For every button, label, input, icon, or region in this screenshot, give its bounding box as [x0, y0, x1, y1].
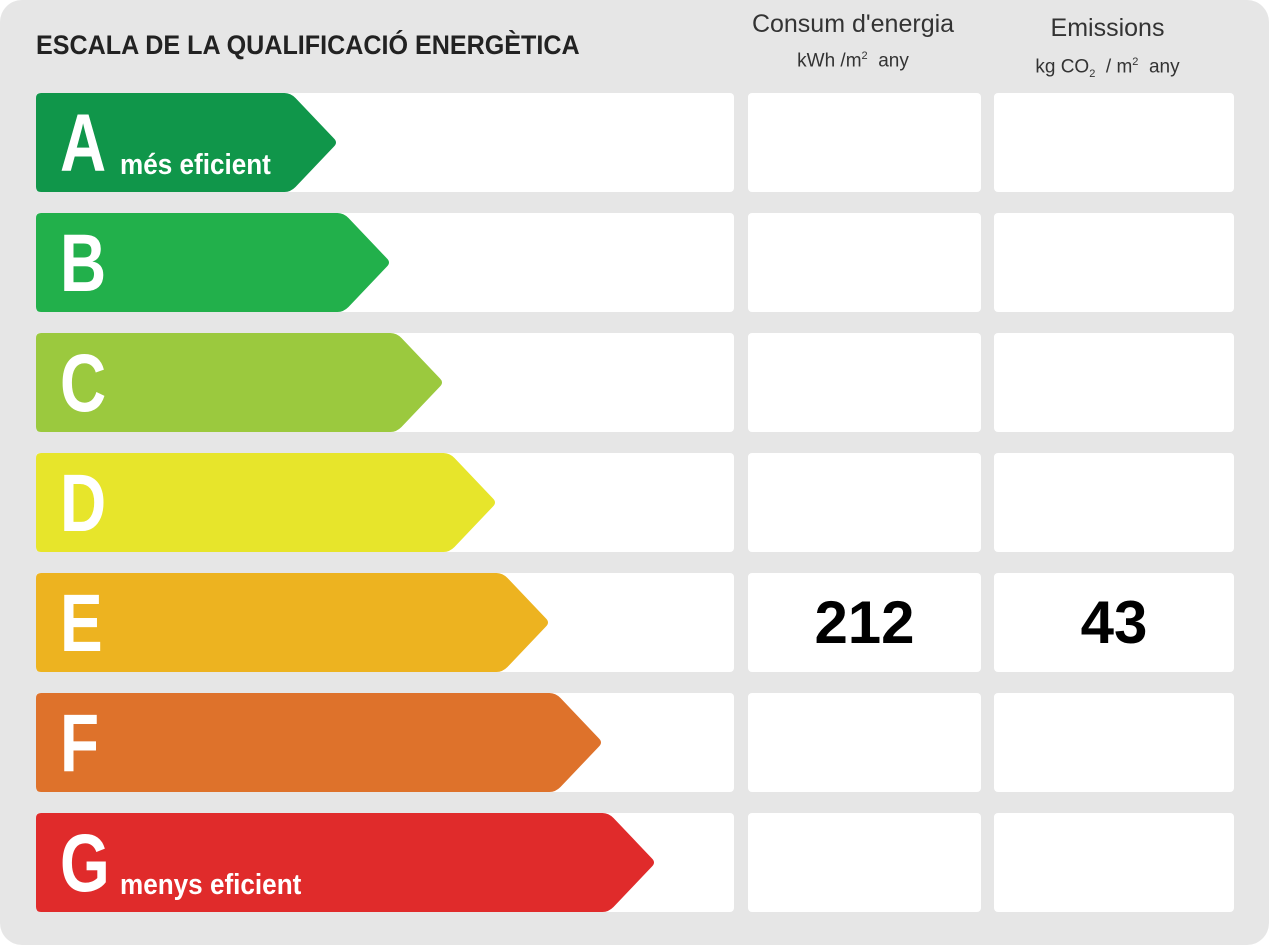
- rating-arrow-g: [36, 813, 654, 912]
- column-header-consum-label: Consum d'energia: [751, 10, 955, 38]
- rating-arrow-c: [36, 333, 442, 432]
- consum-value-cell: [748, 453, 981, 552]
- consum-value-cell: [748, 213, 981, 312]
- consum-value-cell: 212: [748, 573, 981, 672]
- rating-letter: E: [60, 578, 103, 669]
- consum-value-cell: [748, 333, 981, 432]
- rating-arrow-a: [36, 93, 336, 192]
- consum-value-cell: [748, 693, 981, 792]
- rating-arrow-d: [36, 453, 495, 552]
- rating-arrow-e: [36, 573, 548, 672]
- emissions-value-cell: [994, 213, 1234, 312]
- rating-letter: B: [60, 218, 107, 309]
- rating-letter: G: [60, 818, 110, 909]
- column-header-emissions: Emissions kg CO2 / m2 any: [1000, 14, 1215, 86]
- emissions-value-cell: [994, 693, 1234, 792]
- rating-letter: D: [60, 458, 107, 549]
- column-header-consum: Consum d'energia kWh /m2 any: [748, 10, 958, 73]
- rating-sublabel: menys eficient: [120, 869, 302, 901]
- rating-arrow-b: [36, 213, 389, 312]
- rating-arrow-f: [36, 693, 601, 792]
- emissions-value-cell: [994, 333, 1234, 432]
- column-header-emissions-label: Emissions: [1050, 14, 1165, 42]
- emissions-value-cell: [994, 813, 1234, 912]
- column-header-emissions-unit: kg CO2 / m2 any: [1035, 56, 1180, 81]
- rating-letter: C: [60, 338, 107, 429]
- emissions-value-cell: [994, 453, 1234, 552]
- emissions-value-cell: 43: [994, 573, 1234, 672]
- consum-value-cell: [748, 813, 981, 912]
- consum-value-cell: [748, 93, 981, 192]
- emissions-value-cell: [994, 93, 1234, 192]
- rating-letter: A: [60, 98, 107, 189]
- rating-sublabel: més eficient: [120, 149, 271, 181]
- column-header-consum-unit: kWh /m2 any: [797, 50, 909, 72]
- rating-letter: F: [60, 698, 100, 789]
- page-title: ESCALA DE LA QUALIFICACIÓ ENERGÈTICA: [36, 30, 580, 60]
